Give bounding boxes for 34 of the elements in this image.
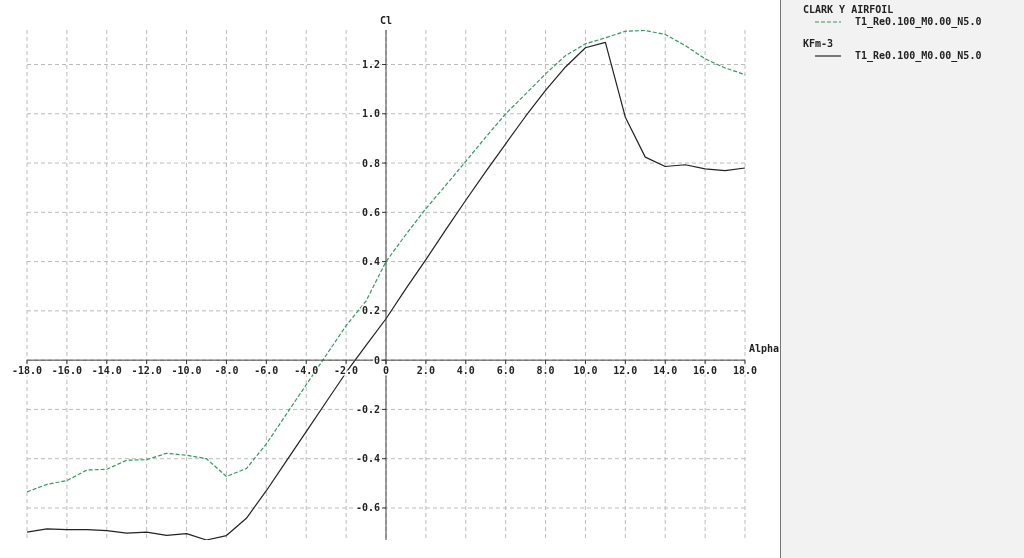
x-tick-label: -8.0	[214, 365, 239, 377]
y-tick-label: -0.2	[355, 403, 380, 415]
x-tick-label: 2.0	[416, 365, 435, 377]
x-tick-label: 18.0	[732, 365, 758, 377]
x-tick-label: 8.0	[536, 365, 555, 377]
y-tick-label: 0.6	[361, 206, 380, 218]
x-tick-label: 4.0	[456, 365, 475, 377]
y-tick-label: 1.0	[361, 108, 380, 120]
y-tick-label: 0	[373, 354, 380, 366]
x-tick-label: -6.0	[254, 365, 279, 377]
x-tick-label: 14.0	[653, 365, 678, 377]
x-tick-label: -10.0	[171, 365, 202, 377]
x-tick-label: 12.0	[613, 365, 638, 377]
x-tick-label: -16.0	[51, 365, 82, 377]
x-tick-label: -18.0	[11, 365, 43, 377]
text: T1_Re0.100_M0.00_N5.0	[855, 50, 982, 61]
x-tick-label: -12.0	[131, 365, 162, 377]
y-tick-label: 0.8	[361, 157, 380, 169]
y-tick-label: -0.4	[355, 453, 380, 465]
x-tick-label: -4.0	[294, 365, 319, 377]
text: CLARK Y AIRFOIL	[803, 4, 895, 15]
y-axis-title: Cl	[380, 15, 393, 26]
x-tick-label: 16.0	[693, 365, 718, 377]
y-tick-label: 0.2	[361, 305, 380, 317]
text: KFm-3	[803, 38, 835, 49]
y-tick-label: 1.2	[361, 58, 380, 70]
y-tick-label: 0.4	[361, 256, 380, 268]
x-tick-label: -14.0	[91, 365, 122, 377]
y-tick-label: -0.6	[355, 502, 380, 514]
x-tick-label: 6.0	[496, 365, 515, 377]
x-tick-label: 10.0	[573, 365, 598, 377]
x-tick-label: 0	[382, 365, 390, 377]
x-axis-title: Alpha	[749, 343, 780, 355]
text: T1_Re0.100_M0.00_N5.0	[855, 16, 982, 27]
